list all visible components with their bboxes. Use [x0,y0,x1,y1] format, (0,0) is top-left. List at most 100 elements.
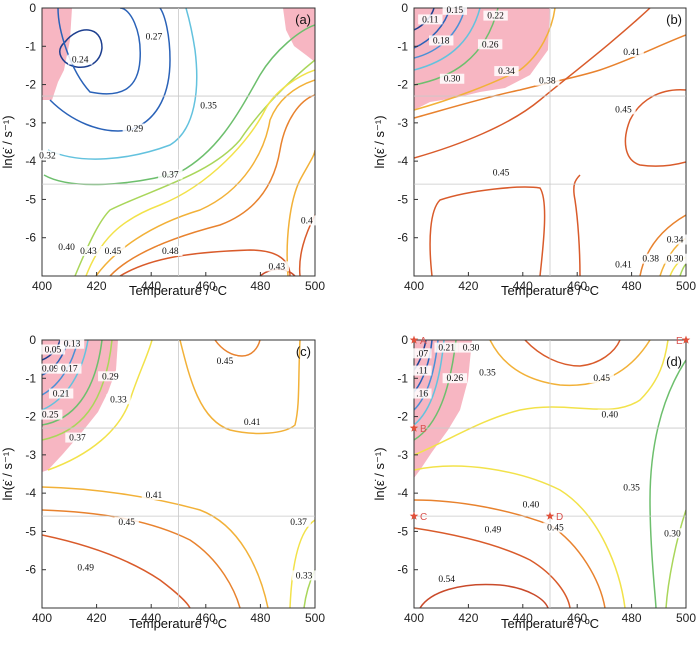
panel-b-y-tick-label: -3 [397,116,408,130]
contour-line [286,149,315,276]
contour-label: 0.35 [623,483,640,493]
contour-label: 0.45 [493,169,510,179]
panel-c-label: (c) [296,344,311,359]
contour-label: 0.21 [438,344,455,354]
contour-label: 0.33 [110,395,127,405]
contour-label-backdrop [434,342,459,353]
contour-label: 0.40 [58,243,75,253]
contour-line [414,8,556,111]
contour-label: 0.40 [602,411,619,421]
panel-d-x-tick-label: 440 [513,611,533,625]
contour-label: 0.41 [244,418,261,428]
contour-label: 0.22 [487,12,504,22]
instability-region-a2 [283,8,315,62]
contour-label: 0.29 [127,125,144,135]
contour-label-backdrop [535,75,560,86]
contour-label: 0.33 [296,571,313,581]
panel-a-x-tick-label: 420 [87,279,107,293]
contour-label: 0.54 [438,575,455,585]
contour-line [489,340,651,387]
contour-label-backdrop [141,31,167,42]
contour-line [429,186,546,276]
contour-line [42,534,191,608]
contour-line [59,29,103,68]
contour-label: 0.17 [61,365,78,375]
point-marker-label-E: E [676,336,683,347]
contour-label: 0.26 [446,374,463,384]
panel-d-y-tick-label: -3 [397,448,408,462]
panel-b-x-tick-label: 500 [676,279,696,293]
panel-b-y-tick-label: -4 [397,154,408,168]
panel-a-y-tick-label: -4 [25,154,36,168]
contour-label-backdrop [196,100,221,111]
panel-c-y-tick-label: -5 [25,524,36,538]
contour-label-backdrop [37,409,63,420]
contour-label: 0.43 [80,247,97,257]
contour-label-backdrop [662,253,688,264]
contour-label-backdrop [662,234,688,245]
panel-c-y-tick-label: 0 [29,333,36,347]
contour-label-backdrop [297,215,317,226]
contour-line [42,340,103,426]
contour-label-backdrop [619,482,644,493]
contour-label: 0.45 [547,524,564,534]
contour-label: 0.09 [42,365,59,375]
contour-label: 0.35 [479,368,496,378]
point-marker-A [409,335,419,344]
panel-a-label: (a) [295,12,311,27]
contour-line [665,509,686,608]
contour-label-backdrop [429,35,454,46]
panel-c-ylabel: ln(ε̇ / s⁻¹) [0,447,15,500]
panel-b-ylabel: ln(ε̇ / s⁻¹) [372,115,387,168]
contour-label: .11 [416,367,428,377]
contour-label: 0.30 [444,75,461,85]
contour-line [42,486,269,608]
contour-line [109,94,315,276]
contour-label: 0.41 [623,48,640,58]
panel-a-xlabel: Temperature / ºC [129,283,227,298]
contour-label: 0.37 [162,170,179,180]
contour-line [679,263,686,276]
panel-c-x-tick-label: 440 [141,611,161,625]
contour-label-backdrop [59,338,85,349]
contour-label-backdrop [114,516,139,527]
contour-label-backdrop [158,169,183,180]
contour-label-backdrop [412,388,432,399]
contour-label: 0.48 [162,247,179,257]
contour-line [42,340,89,411]
instability-region-c [42,340,118,472]
contour-label: 0.27 [146,33,163,43]
contour-label-backdrop [48,388,74,399]
panel-a-x-tick-label: 400 [32,279,52,293]
contour-label: 0.43 [268,262,285,272]
point-marker-label-B: B [420,424,427,435]
contour-label: 0.30 [667,255,684,265]
panel-c-x-tick-label: 400 [32,611,52,625]
contour-label: 0.15 [446,6,463,16]
contour-label-backdrop [480,524,506,535]
contour-label-backdrop [488,167,514,178]
panel-c-x-tick-label: 420 [87,611,107,625]
panel-a-x-tick-label: 480 [250,279,270,293]
panel-a-x-tick-label: 460 [196,279,216,293]
contour-label: 0.30 [664,529,681,539]
contour-label-backdrop [68,54,93,65]
panel-a-y-tick-label: 0 [29,1,36,15]
panel-a-x-tick-label: 500 [305,279,325,293]
point-marker-label-A: A [420,336,427,347]
contour-label: 0.18 [433,36,450,46]
contour-line [289,519,315,608]
panel-c-x-tick-label: 500 [305,611,325,625]
panel-b-y-tick-label: 0 [401,1,408,15]
panel-a-x-tick-label: 440 [141,279,161,293]
contour-line [57,8,141,95]
point-marker-E [681,335,691,344]
contour-label-backdrop [286,516,311,527]
contour-label: .16 [416,390,428,400]
contour-line [414,340,669,456]
panel-b-y-tick-label: -1 [397,39,408,53]
panel-b-x-tick-label: 460 [567,279,587,293]
contour-label: 0.41 [146,491,163,501]
contour-label-backdrop [518,499,544,510]
